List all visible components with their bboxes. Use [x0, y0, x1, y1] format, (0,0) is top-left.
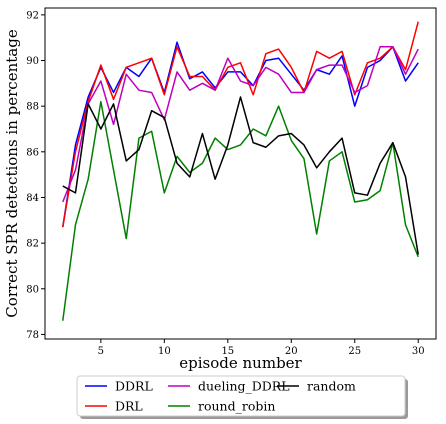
y-axis-label: Correct SPR detections in percentage	[3, 29, 21, 318]
x-tick-label: 15	[221, 346, 234, 357]
x-axis: 5 10 15 20 25 30	[98, 339, 425, 357]
legend-label: DRL	[115, 399, 143, 414]
legend-label: DDRL	[115, 379, 153, 394]
series-line-round-robin	[62, 100, 419, 321]
legend-box	[76, 375, 406, 417]
series-line-random	[62, 96, 419, 255]
x-axis-label: episode number	[179, 354, 302, 372]
y-tick-label: 86	[26, 147, 39, 158]
x-tick-label: 10	[158, 346, 171, 357]
series-line-ddrl	[62, 41, 419, 228]
y-axis: 78 80 82 84 86 88 90 92	[26, 10, 45, 341]
legend-items: DDRL DRL dueling_DDRL round_robin random	[85, 379, 356, 414]
y-tick-label: 88	[26, 102, 39, 113]
y-tick-label: 90	[26, 56, 39, 67]
legend-label: random	[307, 379, 356, 394]
legend: DDRL DRL dueling_DDRL round_robin random	[76, 375, 408, 419]
series-line-dueling-ddrl	[62, 46, 419, 203]
x-tick-label: 5	[98, 346, 104, 357]
y-tick-label: 92	[26, 10, 39, 21]
series-line-drl	[62, 21, 419, 228]
series-lines	[62, 21, 419, 321]
x-tick-label: 30	[412, 346, 425, 357]
y-tick-label: 78	[26, 330, 39, 341]
legend-label: dueling_DDRL	[198, 379, 290, 394]
y-tick-label: 82	[26, 239, 39, 250]
plot-frame	[44, 7, 437, 340]
legend-label: round_robin	[198, 399, 275, 414]
y-tick-label: 84	[26, 193, 39, 204]
x-tick-label: 20	[285, 346, 298, 357]
y-tick-label: 80	[26, 284, 39, 295]
x-tick-label: 25	[348, 346, 361, 357]
